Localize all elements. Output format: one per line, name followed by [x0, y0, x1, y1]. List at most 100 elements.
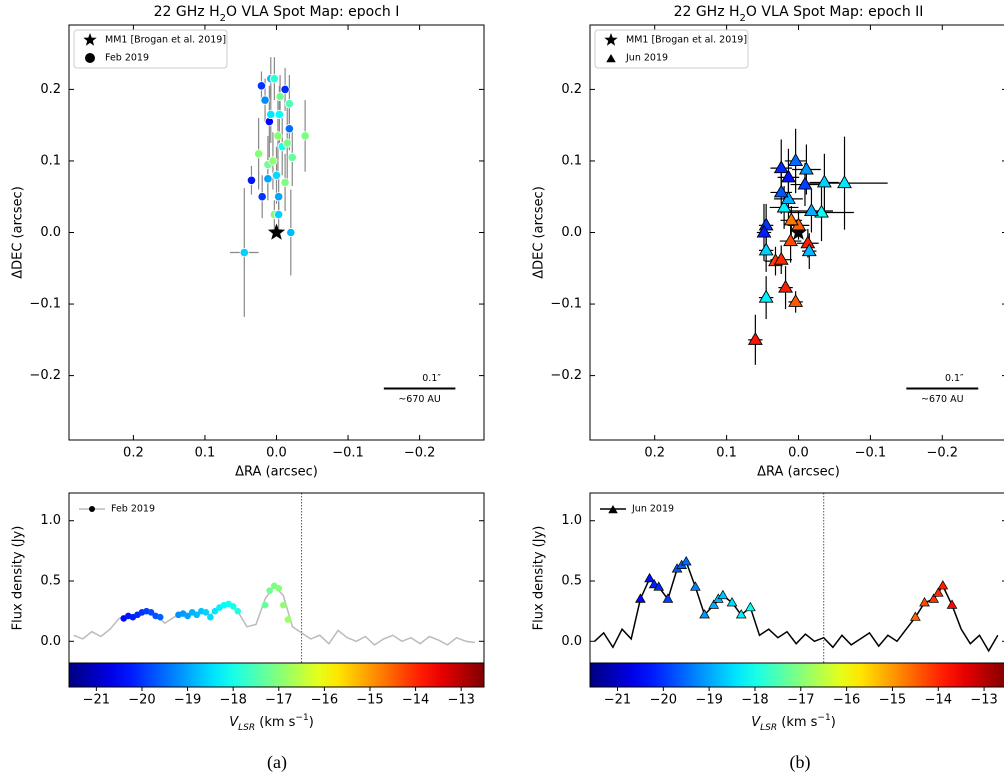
spot-marker [239, 247, 249, 258]
x-tick-label: 0.1 [716, 446, 737, 461]
spot-marker [147, 609, 155, 616]
caption: (b) [790, 752, 811, 773]
colorbar-tick-label: −21 [83, 693, 110, 708]
x-tick-label: −0.1 [332, 446, 364, 461]
spot-marker [756, 224, 772, 238]
spot-marker [254, 149, 264, 159]
colorbar-tick-label: −15 [356, 693, 383, 708]
spot-marker [788, 294, 804, 307]
spot-marker [274, 210, 284, 220]
colorbar-tick-label: −19 [174, 693, 201, 708]
spot-marker [781, 169, 796, 183]
spot-marker [699, 609, 710, 619]
x-tick-label: −0.2 [404, 446, 436, 461]
label-part: LSR [238, 723, 255, 733]
spot-marker [783, 212, 799, 226]
spot-marker [690, 581, 701, 591]
legend-label: Feb 2019 [111, 504, 155, 515]
y-axis-label: ΔDEC (arcsec) [11, 186, 26, 279]
spot-marker [263, 174, 273, 184]
y-axis-label: Flux density (Jy) [11, 526, 26, 631]
spot-marker [747, 331, 763, 345]
label-part: (km s [255, 715, 296, 730]
spot-marker [300, 131, 310, 141]
spot-marker [758, 242, 774, 256]
spot-marker [776, 199, 792, 213]
colorbar-tick-label: −16 [833, 693, 860, 708]
x-tick-label: 0.0 [788, 446, 809, 461]
scale-bar-sublabel: ~670 AU [398, 394, 441, 405]
spot-marker [229, 603, 237, 610]
spectrum-line [594, 560, 999, 653]
plot-area [73, 493, 475, 663]
x-tick-label: −0.2 [927, 446, 959, 461]
spot-marker [783, 233, 799, 247]
spot-marker [932, 587, 944, 597]
colorbar-tick-label: −14 [925, 693, 952, 708]
y-tick-label: 0.0 [561, 634, 582, 649]
spot-marker [837, 175, 852, 189]
spot-marker [287, 152, 297, 162]
scale-bar-label: 0.1″ [422, 373, 441, 384]
spot-marker [804, 203, 819, 217]
spot-marker [211, 607, 219, 615]
legend-label: MM1 [Brogan et al. 2019] [105, 35, 226, 46]
y-tick-label: 0.1 [561, 153, 582, 168]
x-axis-label: ΔRA (arcsec) [235, 465, 318, 480]
legend-box [594, 29, 749, 69]
spot-marker [946, 599, 958, 609]
y-tick-label: 0.5 [40, 574, 61, 589]
colorbar-tick-label: −16 [311, 693, 338, 708]
title-part: 22 GHz H [154, 4, 220, 20]
chart-title: 22 GHz H2O VLA Spot Map: epoch II [674, 4, 924, 24]
y-tick-label: 0.1 [40, 153, 61, 168]
colorbar-tick-label: −17 [787, 693, 814, 708]
spot-marker [798, 161, 814, 175]
spot-marker [193, 611, 200, 619]
title-part: 2 [740, 13, 746, 24]
colorbar-tick-label: −20 [650, 693, 677, 708]
x-tick-label: −0.1 [855, 446, 887, 461]
spot-marker [745, 601, 756, 612]
label-part: ) [831, 715, 836, 730]
spot-marker [662, 593, 674, 603]
colorbar [589, 662, 1004, 688]
spot-marker [644, 572, 655, 583]
y-tick-label: 0.5 [561, 574, 582, 589]
spot-marker [207, 613, 214, 621]
title-part: 2 [220, 13, 226, 24]
y-tick-label: 0.2 [561, 82, 582, 97]
label-part: −1 [295, 713, 308, 723]
spot-marker [280, 601, 287, 609]
label-part: −1 [817, 713, 830, 723]
legend-marker [89, 506, 95, 512]
spot-marker [202, 609, 210, 616]
spot-marker [814, 204, 829, 218]
spot-marker [717, 589, 729, 600]
spot-marker [260, 95, 270, 105]
label-part: ) [309, 715, 314, 730]
colorbar-tick-label: −14 [402, 693, 429, 708]
spot-marker [653, 581, 665, 591]
legend-marker [604, 33, 618, 46]
y-tick-label: −0.2 [550, 368, 582, 383]
x-tick-label: 0.0 [266, 446, 287, 461]
spot-marker [735, 609, 747, 619]
label-part: V [229, 715, 239, 730]
spot-marker [274, 109, 284, 120]
caption: (a) [267, 752, 287, 773]
spot-marker [184, 612, 191, 620]
spot-marker [758, 289, 774, 303]
y-axis-label: Flux density (Jy) [532, 526, 547, 631]
y-tick-label: 0.0 [40, 225, 61, 240]
legend-marker [83, 33, 97, 46]
x-axis-label: ΔRA (arcsec) [757, 465, 840, 480]
spot-marker [708, 599, 720, 609]
y-tick-label: −0.2 [29, 368, 61, 383]
label-part: LSR [760, 723, 777, 733]
y-tick-label: 0.2 [40, 82, 61, 97]
spot-marker [274, 192, 284, 202]
spot-marker [284, 99, 294, 109]
spot-marker [271, 170, 282, 180]
